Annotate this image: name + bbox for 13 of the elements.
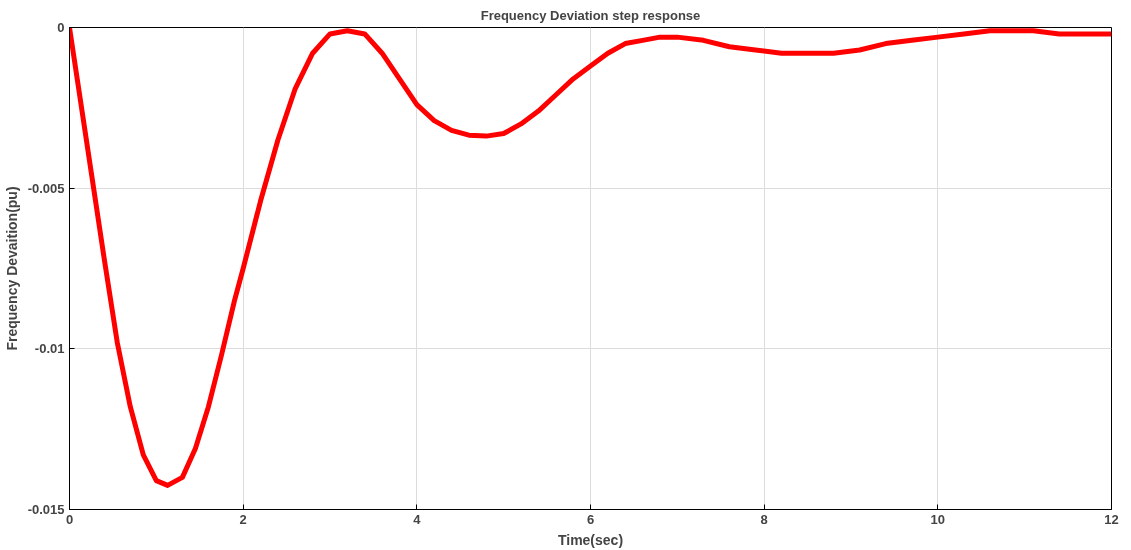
x-tick-label: 12 — [1104, 511, 1119, 527]
x-axis-title: Time(sec) — [557, 531, 624, 548]
y-tick-label: -0.005 — [27, 180, 65, 196]
x-tick-label: 8 — [760, 511, 768, 527]
chart-title: Frequency Deviation step response — [480, 7, 701, 23]
y-axis-title: Frequency Devaition(pu) — [3, 186, 20, 351]
y-tick-label: -0.015 — [27, 502, 65, 517]
y-tick-label: 0 — [57, 20, 65, 35]
x-tick-label: 6 — [586, 511, 595, 527]
y-tick-label: -0.01 — [34, 341, 65, 357]
x-tick-label: 2 — [239, 511, 247, 527]
x-tick-label: 10 — [930, 511, 946, 527]
x-tick-label: 4 — [413, 511, 422, 527]
